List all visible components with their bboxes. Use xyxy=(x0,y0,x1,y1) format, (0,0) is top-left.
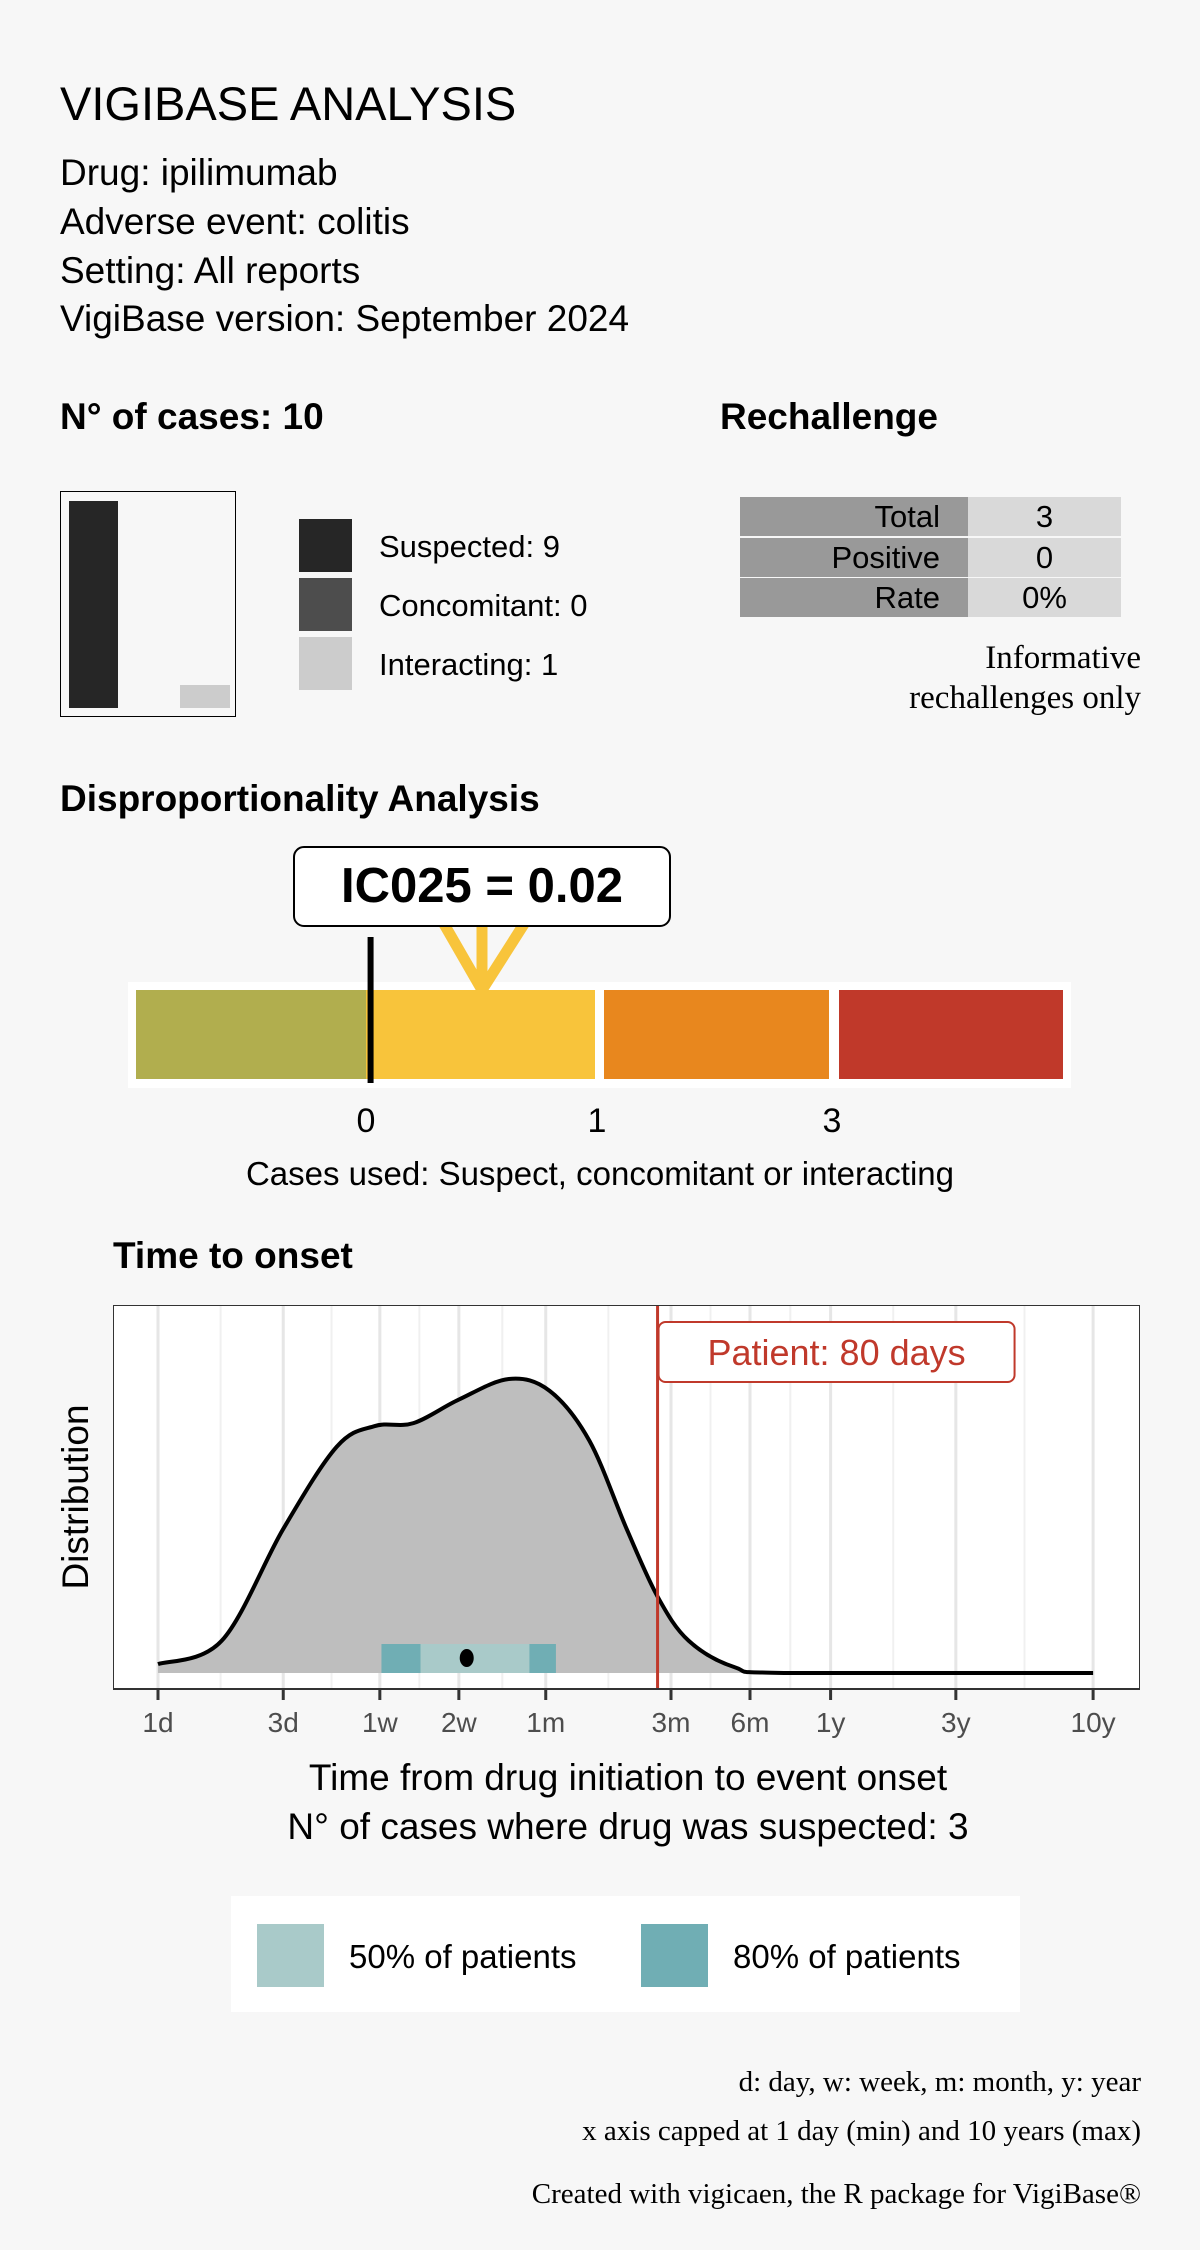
plot-border xyxy=(113,1305,1140,1690)
scale-tick-1: 1 xyxy=(587,1102,607,1140)
ic-label: IC025 = 0.02 xyxy=(341,859,623,913)
density-line xyxy=(157,1376,1094,1675)
rechallenge-row-total: Total 3 xyxy=(740,497,1121,536)
legend-interacting: Interacting: 1 xyxy=(379,647,559,682)
scale-segment-above-3 xyxy=(839,990,1063,1079)
legend-swatch-suspected xyxy=(299,519,352,572)
x-tick-label: 3d xyxy=(268,1707,299,1738)
x-tick-label: 1m xyxy=(526,1707,565,1738)
x-tick-label: 1y xyxy=(816,1707,846,1738)
bar-suspected xyxy=(69,501,118,708)
ic-scale xyxy=(128,846,1071,1088)
legend-swatch-concomitant xyxy=(299,578,352,631)
interval-50 xyxy=(420,1644,530,1673)
ic-label-box xyxy=(293,846,671,927)
legend-swatch-80 xyxy=(641,1924,708,1987)
x-tick-label: 1w xyxy=(362,1707,399,1738)
scale-tick-0: 0 xyxy=(356,1102,376,1140)
legend-swatch-50 xyxy=(257,1924,324,1987)
density-area xyxy=(158,1378,1094,1673)
x-tick-label: 3m xyxy=(652,1707,691,1738)
note-line: Informative xyxy=(985,640,1141,676)
units-note: d: day, w: week, m: month, y: year xyxy=(738,2066,1141,2098)
drug-line: Drug: ipilimumab xyxy=(60,152,338,193)
note-line: rechallenges only xyxy=(909,680,1141,716)
legend-swatch-interacting xyxy=(299,637,352,690)
cases-title: N° of cases: 10 xyxy=(60,396,324,437)
footer-credit: Created with vigicaen, the R package for… xyxy=(531,2178,1141,2210)
row-value: 0 xyxy=(968,538,1121,577)
ic-pointer-arrow xyxy=(439,921,529,993)
legend-50: 50% of patients xyxy=(349,1938,577,1975)
row-value: 0% xyxy=(968,578,1121,617)
x-axis-label: Time from drug initiation to event onset xyxy=(308,1757,948,1798)
x-tick-label: 10y xyxy=(1071,1707,1116,1738)
tto-legend: 50% of patients 80% of patients xyxy=(231,1896,1020,2012)
version-line: VigiBase version: September 2024 xyxy=(60,298,630,339)
rechallenge-note: Informative rechallenges only xyxy=(909,638,1141,718)
row-label: Positive xyxy=(740,538,968,577)
cap-note: x axis capped at 1 day (min) and 10 year… xyxy=(582,2115,1141,2147)
row-label: Total xyxy=(740,497,968,536)
scale-segment-1-3 xyxy=(604,990,829,1079)
bar-interacting xyxy=(180,685,230,708)
row-label: Rate xyxy=(740,578,968,617)
patient-label: Patient: 80 days xyxy=(707,1332,965,1373)
legend-concomitant: Concomitant: 0 xyxy=(379,588,588,623)
event-line: Adverse event: colitis xyxy=(60,201,410,242)
x-tick-label: 6m xyxy=(731,1707,770,1738)
y-axis-label: Distribution xyxy=(55,1404,96,1590)
scale-tick-3: 3 xyxy=(822,1102,842,1140)
cases-bar-box xyxy=(60,491,236,717)
disproportionality-title: Disproportionality Analysis xyxy=(60,778,540,819)
cases-used-caption: Cases used: Suspect, concomitant or inte… xyxy=(245,1155,955,1192)
rechallenge-title: Rechallenge xyxy=(720,396,938,437)
scale-segment-0-1 xyxy=(366,990,595,1079)
tto-title: Time to onset xyxy=(113,1235,353,1276)
patient-label-box xyxy=(657,1321,1016,1383)
rechallenge-row-positive: Positive 0 xyxy=(740,538,1121,577)
scale-segment-below-0 xyxy=(136,990,366,1079)
median-point xyxy=(459,1649,474,1667)
report-title: VIGIBASE ANALYSIS xyxy=(60,77,517,130)
legend-suspected: Suspected: 9 xyxy=(379,529,560,564)
x-tick-label: 3y xyxy=(941,1707,971,1738)
legend-80: 80% of patients xyxy=(733,1938,961,1975)
x-tick-label: 2w xyxy=(441,1707,478,1738)
x-tick-label: 1d xyxy=(142,1707,173,1738)
tto-chart: Patient: 80 days 1d 3d 1w 2w 1m 3m 6m 1y 3y 10y xyxy=(113,1305,1140,1738)
setting-line: Setting: All reports xyxy=(60,250,361,291)
row-value: 3 xyxy=(968,497,1121,536)
rechallenge-row-rate: Rate 0% xyxy=(740,578,1121,617)
suspected-count: N° of cases where drug was suspected: 3 xyxy=(287,1806,969,1847)
